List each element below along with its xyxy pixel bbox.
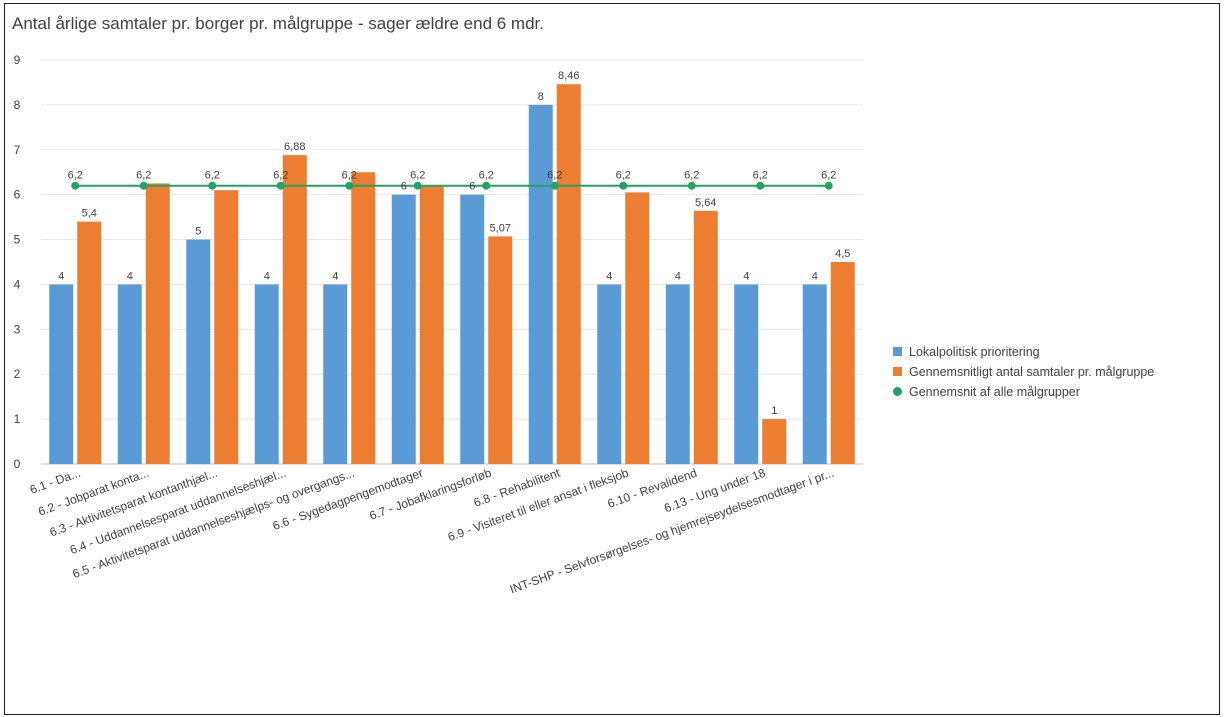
data-label: 4: [332, 270, 338, 282]
y-tick-label: 3: [14, 322, 21, 336]
bar-2: [77, 221, 102, 464]
grid-layer: [41, 59, 863, 465]
bar-1: [460, 194, 485, 464]
data-label: 4: [812, 270, 818, 282]
y-tick-label: 4: [14, 277, 21, 291]
line-point: [345, 181, 354, 190]
legend-swatch: [893, 367, 902, 376]
bar-2: [214, 190, 239, 464]
line-data-label: 6,2: [616, 170, 631, 182]
line-data-label: 6,2: [68, 170, 83, 182]
category-label: 6.7 - Jobafklaringsforløb: [368, 466, 494, 523]
line-data-label: 6,2: [136, 170, 151, 182]
bar-layer: [49, 84, 855, 465]
bar-1: [254, 284, 279, 464]
line-point: [413, 181, 422, 190]
bar-1: [391, 194, 416, 464]
line-point: [276, 181, 285, 190]
legend-swatch: [893, 347, 902, 356]
bar-1: [665, 284, 690, 464]
data-label: 4,5: [835, 248, 850, 260]
bar-1: [117, 284, 142, 464]
bar-2: [145, 183, 170, 464]
line-data-label: 6,2: [821, 170, 836, 182]
y-tick-label: 6: [14, 188, 21, 202]
data-label: 4: [127, 270, 133, 282]
y-tick-label: 8: [14, 98, 21, 112]
line-point: [687, 181, 696, 190]
line-data-label: 6,2: [753, 170, 768, 182]
bar-1: [49, 284, 74, 464]
data-label: 8: [538, 91, 544, 103]
line-layer: [71, 181, 833, 190]
bar-2: [556, 84, 581, 465]
data-label: 4: [58, 270, 64, 282]
y-tick-label: 2: [14, 367, 21, 381]
data-label: 4: [675, 270, 681, 282]
bar-2: [351, 172, 376, 464]
bar-2: [488, 236, 513, 464]
bar-2: [762, 419, 787, 464]
line-point: [619, 181, 628, 190]
y-tick-label: 5: [14, 233, 21, 247]
legend-label: Gennemsnit af alle målgrupper: [909, 385, 1080, 399]
line-point: [208, 181, 217, 190]
line-point: [824, 181, 833, 190]
bar-2: [693, 210, 718, 464]
line-data-label: 6,2: [205, 170, 220, 182]
bar-2: [282, 155, 307, 465]
x-axis: 6.1 - Da...6.2 - Jobparat konta...6.3 - …: [28, 465, 836, 596]
data-label: 8,46: [558, 70, 579, 82]
chart-svg: Antal årlige samtaler pr. borger pr. mål…: [12, 14, 1154, 596]
data-label: 1: [771, 405, 777, 417]
bar-1: [802, 284, 827, 464]
data-label: 4: [743, 270, 749, 282]
line-point: [482, 181, 491, 190]
data-label: 6: [401, 181, 407, 193]
chart-title: Antal årlige samtaler pr. borger pr. mål…: [12, 14, 544, 33]
y-tick-label: 9: [14, 53, 21, 67]
data-label: 5,07: [490, 222, 511, 234]
bar-1: [186, 239, 211, 464]
bar-1: [323, 284, 348, 464]
legend-label: Lokalpolitisk prioritering: [909, 345, 1040, 359]
line-data-label: 6,2: [273, 170, 288, 182]
line-data-label: 6,2: [342, 170, 357, 182]
bar-1: [597, 284, 622, 464]
legend-marker: [893, 387, 902, 396]
chart-frame: Antal årlige samtaler pr. borger pr. mål…: [4, 3, 1220, 715]
data-label: 5: [195, 226, 201, 238]
bar-1: [528, 104, 553, 464]
line-point: [139, 181, 148, 190]
y-tick-label: 1: [14, 412, 21, 426]
line-data-label: 6,2: [479, 170, 494, 182]
line-point: [550, 181, 559, 190]
bar-1: [734, 284, 759, 464]
line-data-label: 6,2: [547, 170, 562, 182]
data-label: 6: [469, 181, 475, 193]
line-point: [756, 181, 765, 190]
data-label: 6,88: [284, 141, 305, 153]
line-data-label: 6,2: [684, 170, 699, 182]
line-data-label: 6,2: [410, 170, 425, 182]
data-label: 5,4: [82, 208, 97, 220]
bar-2: [830, 262, 855, 464]
legend: Lokalpolitisk prioritering Gennemsnitligt…: [893, 345, 1154, 399]
y-axis: 0 1 2 3 4 5 6 7 8 9: [14, 53, 21, 471]
data-label: 5,64: [695, 197, 716, 209]
line-point: [71, 181, 80, 190]
y-tick-label: 0: [14, 457, 21, 471]
data-label: 4: [264, 270, 270, 282]
y-tick-label: 7: [14, 143, 21, 157]
bar-2: [625, 192, 650, 464]
data-label-layer: 4 4 5 4 4 6 6 8 4 4 4 4 5,4 6,88 5,07 8,46 5,64 1 4,5 6,2 6,…: [58, 70, 850, 417]
data-label: 4: [606, 270, 612, 282]
legend-label: Gennemsnitligt antal samtaler pr. målgru…: [909, 365, 1154, 379]
bar-2: [419, 185, 444, 464]
